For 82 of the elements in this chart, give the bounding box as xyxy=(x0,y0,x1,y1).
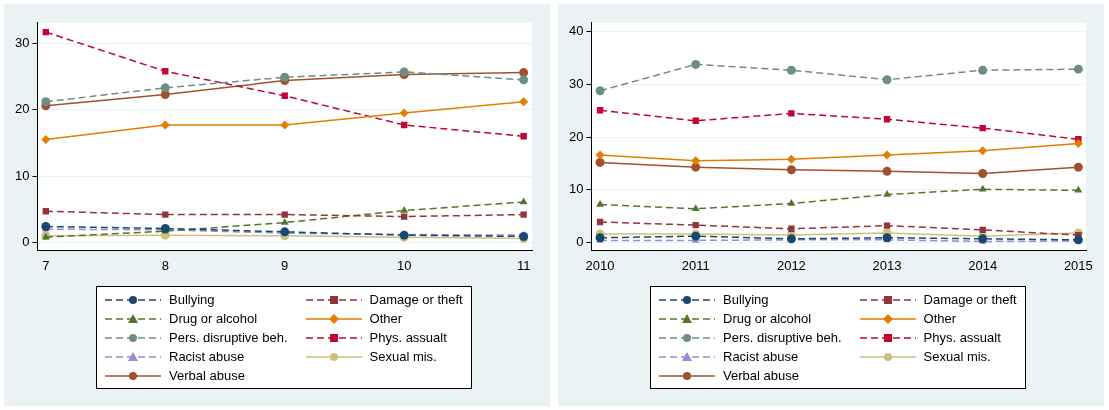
point xyxy=(786,65,796,75)
legend-label: Pers. disruptive beh. xyxy=(723,330,842,345)
point xyxy=(1073,138,1083,148)
legend-label: Pers. disruptive beh. xyxy=(169,330,288,345)
legend-label: Phys. assualt xyxy=(369,330,447,345)
point xyxy=(401,213,408,220)
legend-label: Other xyxy=(369,311,403,326)
legend-label: Other xyxy=(923,311,957,326)
point xyxy=(691,59,701,69)
point xyxy=(41,97,51,107)
point xyxy=(519,75,529,85)
legend-label: Phys. assualt xyxy=(923,330,1001,345)
point xyxy=(788,225,795,232)
legend-label: Drug or alcohol xyxy=(169,311,258,326)
legend-label: Damage or theft xyxy=(923,292,1017,307)
point xyxy=(595,157,605,167)
point xyxy=(978,65,988,75)
legend-label: Verbal abuse xyxy=(169,368,245,383)
point xyxy=(520,211,527,218)
x-tick-label: 8 xyxy=(161,257,169,273)
point xyxy=(596,200,604,207)
x-tick-label: 2010 xyxy=(585,257,615,273)
y-tick-label: 20 xyxy=(568,128,584,144)
y-tick-label: 10 xyxy=(568,181,584,197)
point xyxy=(978,184,987,192)
point xyxy=(519,97,529,107)
x-tick-label: 11 xyxy=(516,257,531,273)
point xyxy=(978,168,988,178)
point xyxy=(280,120,290,130)
x-tick-label: 2011 xyxy=(681,257,710,273)
y-tick-label: 30 xyxy=(568,76,584,92)
point xyxy=(160,120,170,130)
point xyxy=(787,199,796,206)
point xyxy=(160,83,170,93)
legend-label: Racist abuse xyxy=(169,349,245,364)
point xyxy=(400,206,409,213)
y-tick-label: 20 xyxy=(14,101,30,117)
point xyxy=(978,146,988,156)
point xyxy=(520,133,527,140)
point xyxy=(595,150,605,160)
legend-label: Sexual mis. xyxy=(369,349,437,364)
point xyxy=(882,75,892,85)
point xyxy=(788,110,795,117)
y-tick-label: 10 xyxy=(14,167,30,183)
point xyxy=(399,108,409,118)
point xyxy=(883,190,891,197)
y-tick-label: 0 xyxy=(22,234,30,250)
legend-label: Drug or alcohol xyxy=(723,311,812,326)
point xyxy=(882,166,892,176)
point xyxy=(883,222,891,229)
x-tick-label: 7 xyxy=(42,257,50,273)
legend-label: Racist abuse xyxy=(723,349,799,364)
legend-label: Damage or theft xyxy=(369,292,463,307)
point xyxy=(519,197,528,205)
point xyxy=(280,72,290,82)
y-tick-label: 30 xyxy=(14,34,30,50)
point xyxy=(1073,64,1083,74)
point xyxy=(595,86,605,96)
legend-label: Verbal abuse xyxy=(723,368,799,383)
x-tick-label: 9 xyxy=(281,257,289,273)
x-tick-label: 2015 xyxy=(1063,257,1093,273)
legend-label: Bullying xyxy=(723,292,769,307)
y-tick-label: 0 xyxy=(576,234,584,250)
point xyxy=(1074,185,1083,193)
point xyxy=(1073,162,1083,172)
x-tick-label: 2013 xyxy=(872,257,902,273)
point xyxy=(882,150,892,160)
point xyxy=(280,218,289,225)
x-tick-label: 2014 xyxy=(968,257,998,273)
point xyxy=(691,204,700,212)
point xyxy=(162,211,169,218)
point xyxy=(786,154,796,164)
y-tick-label: 40 xyxy=(568,23,584,39)
x-tick-label: 2012 xyxy=(776,257,806,273)
point xyxy=(41,135,51,145)
x-tick-label: 10 xyxy=(396,257,412,273)
point xyxy=(786,165,796,175)
legend-label: Bullying xyxy=(169,292,215,307)
point xyxy=(281,211,288,218)
point xyxy=(519,68,529,78)
point xyxy=(691,156,701,166)
legend-label: Sexual mis. xyxy=(923,349,991,364)
